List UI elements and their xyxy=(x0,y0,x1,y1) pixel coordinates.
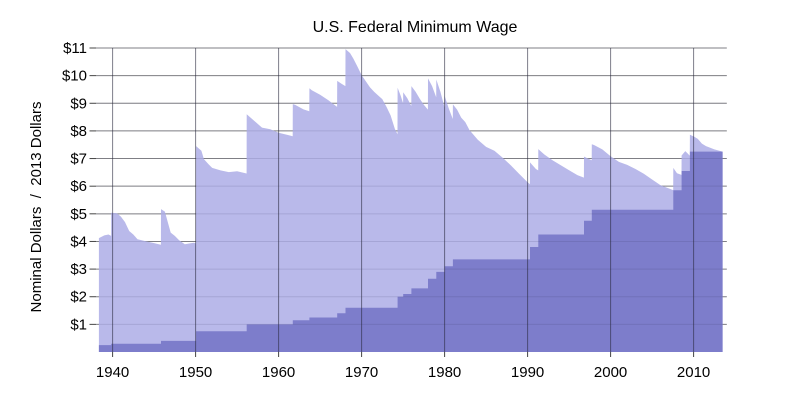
y-tick-label: $6 xyxy=(70,178,87,195)
y-tick-label: $5 xyxy=(70,206,87,223)
y-tick-label: $11 xyxy=(63,40,87,57)
y-tick-label: $3 xyxy=(70,261,87,278)
chart-title: U.S. Federal Minimum Wage xyxy=(312,19,518,36)
y-tick-label: $9 xyxy=(70,95,87,112)
x-tick-label: 1950 xyxy=(179,364,212,381)
x-tick-label: 1970 xyxy=(345,364,378,381)
y-tick-label: $10 xyxy=(62,68,87,85)
x-tick-label: 1960 xyxy=(262,364,295,381)
y-axis-label: Nominal Dollars / 2013 Dollars xyxy=(28,101,45,313)
x-tick-label: 1980 xyxy=(428,364,461,381)
area-nominal-dollars xyxy=(98,151,723,352)
x-tick-label: 1940 xyxy=(96,364,129,381)
y-tick-label: $1 xyxy=(70,316,87,333)
y-tick-label: $2 xyxy=(70,289,87,306)
x-tick-label: 2000 xyxy=(594,364,627,381)
x-tick-label: 2010 xyxy=(677,364,710,381)
y-tick-label: $4 xyxy=(70,233,87,250)
y-tick-label: $8 xyxy=(70,123,87,140)
x-tick-label: 1990 xyxy=(511,364,544,381)
y-tick-label: $7 xyxy=(70,151,87,168)
